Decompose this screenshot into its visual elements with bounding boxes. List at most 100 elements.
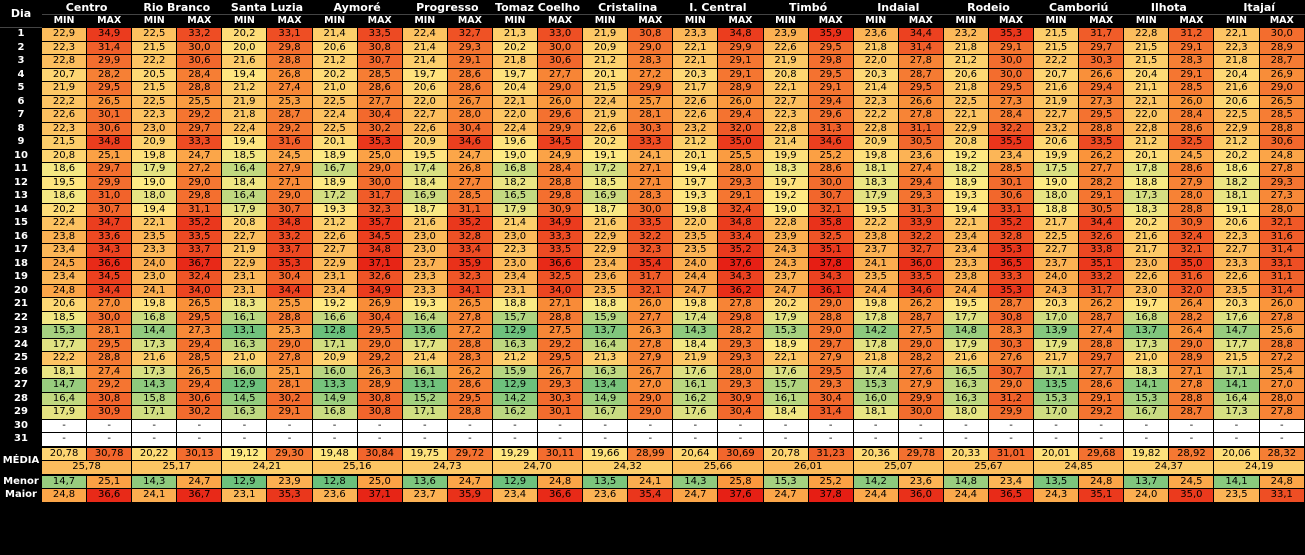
min-cell: 18,6 [1213,162,1260,177]
max-cell: - [987,432,1035,447]
max-cell: 34,0 [537,283,584,298]
max-cell: 29,5 [446,391,493,406]
min-cell: 23,0 [1123,283,1170,298]
max-cell: 29,9 [86,175,133,190]
max-cell: 32,5 [1168,135,1215,150]
max-cell: 29,1 [987,40,1035,55]
min-cell: 14,4 [131,324,178,339]
min-cell: 17,8 [852,337,899,352]
maior-min-cell: 24,7 [762,488,809,503]
min-cell: 17,1 [131,405,178,420]
maior-max-cell: 35,0 [1168,488,1215,503]
min-cell: 20,2 [40,202,88,217]
min-cell: 24,8 [40,283,88,298]
min-cell: 19,4 [221,135,268,150]
max-cell: 28,2 [717,324,764,339]
min-cell: - [762,418,809,433]
max-cell: 25,4 [1258,364,1305,379]
media-min-cell: 19,48 [311,445,358,461]
max-cell: 28,1 [86,324,133,339]
min-cell: 19,7 [672,175,719,190]
min-cell: 24,3 [762,243,809,258]
day-label: 5 [0,81,42,96]
max-cell: 29,1 [266,405,313,420]
max-cell: 26,8 [446,162,493,177]
max-cell: 26,5 [176,297,223,312]
min-cell: 24,1 [852,256,899,271]
max-cell: 33,5 [627,216,674,231]
max-header: MAX [446,14,493,28]
max-cell: 28,0 [717,364,764,379]
max-cell: 28,2 [1078,175,1125,190]
min-cell: - [942,432,989,447]
max-cell: 29,1 [1078,391,1125,406]
max-cell: 34,4 [1078,216,1125,231]
max-cell: 28,8 [537,310,584,325]
min-cell: 23,0 [401,243,448,258]
min-cell: 20,3 [1213,297,1260,312]
media-max-cell: 29,30 [266,445,313,461]
min-cell: 21,4 [762,135,809,150]
min-cell: 17,1 [1213,364,1260,379]
max-cell: 29,2 [537,337,584,352]
min-cell: 21,6 [221,54,268,69]
min-cell: 21,1 [1123,81,1170,96]
maior-min-cell: 24,4 [852,488,899,503]
max-cell: 27,9 [897,378,944,393]
max-cell: 28,3 [987,324,1035,339]
maior-min-cell: 24,0 [1123,488,1170,503]
min-cell: 16,5 [491,189,539,204]
min-cell: 18,3 [852,175,899,190]
min-cell: 21,2 [311,54,358,69]
min-cell: 19,8 [672,297,719,312]
min-cell: 20,7 [1033,67,1080,82]
max-cell: 29,1 [446,54,493,69]
min-cell: 21,9 [1033,94,1080,109]
menor-row: Menor 14,7 25,1 14,3 24,7 12,9 23,9 12,8 25,0 13,… [0,473,1305,489]
min-cell: 20,1 [582,67,629,82]
max-cell: 32,1 [1258,216,1305,231]
min-cell: 18,7 [582,202,629,217]
max-cell: 34,5 [537,135,584,150]
max-cell: 28,2 [86,67,133,82]
min-cell: 23,3 [131,243,178,258]
max-cell: 30,0 [897,405,944,420]
min-cell: 22,5 [311,121,358,136]
min-cell: 16,1 [401,364,448,379]
max-header: MAX [627,14,674,28]
min-cell: 21,9 [40,81,88,96]
min-cell: 19,4 [942,202,989,217]
min-cell: - [1123,432,1170,447]
max-header: MAX [266,14,313,28]
table-row: 12 19,5 29,9 19,0 29,0 18,4 27,1 18,9 30,0 18,4 27… [0,175,1305,190]
min-cell: 22,3 [1213,229,1260,244]
max-cell: 30,8 [627,27,674,42]
min-cell: 13,7 [582,324,629,339]
min-cell: 21,8 [1213,54,1260,69]
min-cell: - [131,432,178,447]
min-cell: 21,4 [401,40,448,55]
max-cell: 27,3 [1258,189,1305,204]
max-cell: 34,0 [176,283,223,298]
min-cell: 22,6 [1213,270,1260,285]
min-cell: 22,4 [221,121,268,136]
max-cell: 27,7 [537,67,584,82]
min-cell: 16,2 [672,391,719,406]
min-cell: 22,2 [852,216,899,231]
min-cell: 22,8 [1123,121,1170,136]
max-cell: 28,0 [717,162,764,177]
min-cell: 24,4 [672,270,719,285]
max-cell: 35,0 [1168,256,1215,271]
max-cell: 29,7 [176,121,223,136]
menor-max-cell: 24,8 [537,473,584,489]
min-cell: 22,1 [942,108,989,123]
min-cell: 15,7 [762,378,809,393]
media-row: MÉDIA 20,78 30,78 20,22 30,13 19,12 29,30 19,48… [0,445,1305,475]
min-cell: 12,9 [491,324,539,339]
day-label: 12 [0,175,42,190]
table-row: 31- - - - - - - - - - - - - - - - - - - - - - - - - - - - [0,432,1305,447]
min-cell: - [311,432,358,447]
min-cell: 13,5 [1033,378,1080,393]
min-cell: 21,9 [221,94,268,109]
min-cell: 15,2 [401,391,448,406]
